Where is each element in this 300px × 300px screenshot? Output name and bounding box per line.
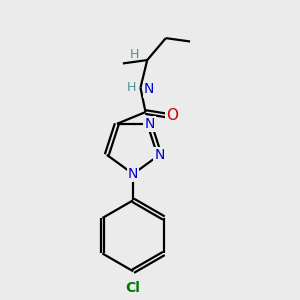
Text: H: H <box>129 49 139 62</box>
Text: N: N <box>154 148 165 162</box>
Text: O: O <box>167 108 178 123</box>
Text: N: N <box>144 82 154 96</box>
Text: H: H <box>126 81 136 94</box>
Text: N: N <box>128 167 138 181</box>
Text: Cl: Cl <box>126 281 141 295</box>
Text: N: N <box>144 117 154 131</box>
